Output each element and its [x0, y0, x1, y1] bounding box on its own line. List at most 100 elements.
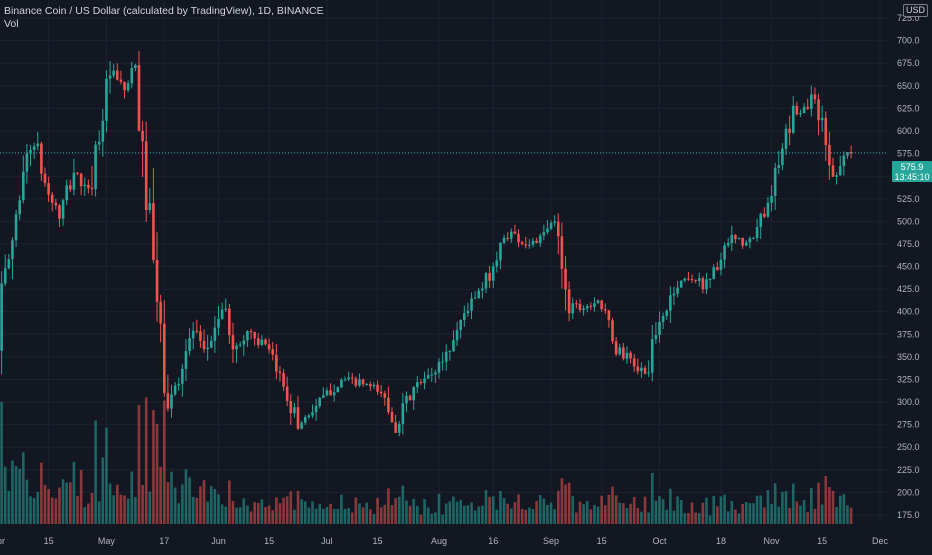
- candle: [730, 225, 734, 251]
- candle: [589, 302, 593, 311]
- candle: [799, 109, 802, 117]
- y-tick-label: 325.0: [897, 374, 920, 384]
- volume-bar: [162, 400, 166, 524]
- volume-bar: [54, 498, 58, 524]
- volume-bar: [264, 507, 267, 524]
- candle: [347, 371, 350, 382]
- candle: [256, 333, 260, 349]
- volume-bar: [430, 513, 434, 524]
- candle: [372, 382, 376, 390]
- candle: [517, 229, 520, 248]
- candle: [293, 402, 296, 418]
- candle: [838, 155, 842, 176]
- candle: [578, 298, 582, 313]
- volume-bar: [777, 506, 781, 524]
- volume-bar: [36, 491, 40, 524]
- candle: [842, 151, 846, 176]
- candle: [585, 303, 589, 313]
- candle: [669, 286, 672, 323]
- candle: [625, 346, 629, 364]
- volume-bar: [542, 498, 546, 524]
- y-tick-label: 450.0: [897, 262, 920, 272]
- volume-bar: [593, 505, 596, 524]
- volume-bar: [419, 514, 423, 524]
- candle: [58, 203, 61, 228]
- candle: [188, 328, 191, 356]
- volume-bar: [285, 496, 289, 524]
- candle: [213, 316, 217, 353]
- price-axis[interactable]: 175.0 200.0 225.0 250.0 275.0 300.0 325.0 350.0…: [888, 0, 932, 550]
- volume-bar: [676, 496, 679, 524]
- volume-bar: [159, 467, 162, 524]
- candle: [390, 407, 394, 423]
- volume-bar: [170, 471, 173, 524]
- volume-bar: [423, 499, 426, 524]
- volume-bar: [614, 495, 618, 524]
- candle: [650, 324, 654, 382]
- candle: [553, 215, 556, 227]
- y-tick-label: 400.0: [897, 307, 920, 317]
- candle: [810, 85, 813, 117]
- volume-bar: [340, 494, 343, 524]
- candle: [126, 80, 130, 93]
- volume-bar: [184, 469, 188, 524]
- volume-bar: [654, 500, 658, 524]
- candle: [307, 413, 311, 420]
- y-tick-label: 575.0: [897, 149, 920, 159]
- candle: [68, 179, 72, 193]
- candle: [444, 344, 448, 371]
- candle: [723, 242, 726, 269]
- volume-legend-label[interactable]: Vol: [4, 18, 19, 30]
- volume-bar: [672, 510, 676, 524]
- candle: [672, 286, 676, 305]
- volume-bar: [788, 507, 791, 524]
- volume-bar: [791, 483, 795, 524]
- volume-bar: [260, 499, 264, 524]
- candle: [76, 172, 79, 176]
- symbol-title[interactable]: Binance Coin / US Dollar (calculated by …: [4, 5, 324, 17]
- candle: [343, 376, 347, 382]
- volume-bar: [726, 511, 730, 524]
- volume-bar: [177, 503, 181, 524]
- last-price-value: 575.9: [900, 162, 924, 172]
- volume-bar: [311, 501, 314, 524]
- candle: [408, 394, 412, 401]
- volume-bar: [679, 500, 683, 524]
- candle: [640, 362, 643, 378]
- candle: [405, 391, 408, 413]
- candle: [235, 342, 238, 363]
- volume-bar: [408, 505, 412, 524]
- candle: [538, 233, 542, 247]
- volume-bar: [737, 513, 741, 524]
- candle: [36, 131, 40, 151]
- volume-bar: [181, 484, 184, 524]
- candle: [202, 329, 206, 353]
- candle: [246, 330, 249, 347]
- x-tick-label: Nov: [764, 536, 781, 546]
- candle: [582, 305, 585, 316]
- volume-bar: [152, 410, 155, 524]
- candle: [170, 384, 173, 418]
- time-axis[interactable]: Apr 15 May 17 Jun 15 Jul 15 Aug 16 Sep 15 Oct 18 Nov 15…: [0, 528, 932, 550]
- candle: [549, 220, 553, 231]
- currency-selector[interactable]: USD: [903, 4, 929, 17]
- candle: [325, 387, 329, 397]
- candle: [329, 383, 332, 396]
- volume-bar: [571, 496, 575, 524]
- volume-bar: [256, 503, 260, 524]
- volume-bar: [325, 506, 329, 524]
- candle: [419, 379, 423, 385]
- volume-bar: [607, 494, 611, 524]
- candle: [303, 415, 307, 426]
- candle: [802, 103, 806, 114]
- candle: [238, 341, 242, 348]
- volume-bar: [459, 500, 462, 524]
- candle: [83, 177, 87, 196]
- candle: [654, 322, 658, 345]
- candle: [112, 63, 115, 78]
- volume-bar: [578, 501, 582, 524]
- candle: [206, 334, 209, 361]
- x-tick-label: Sep: [543, 536, 559, 546]
